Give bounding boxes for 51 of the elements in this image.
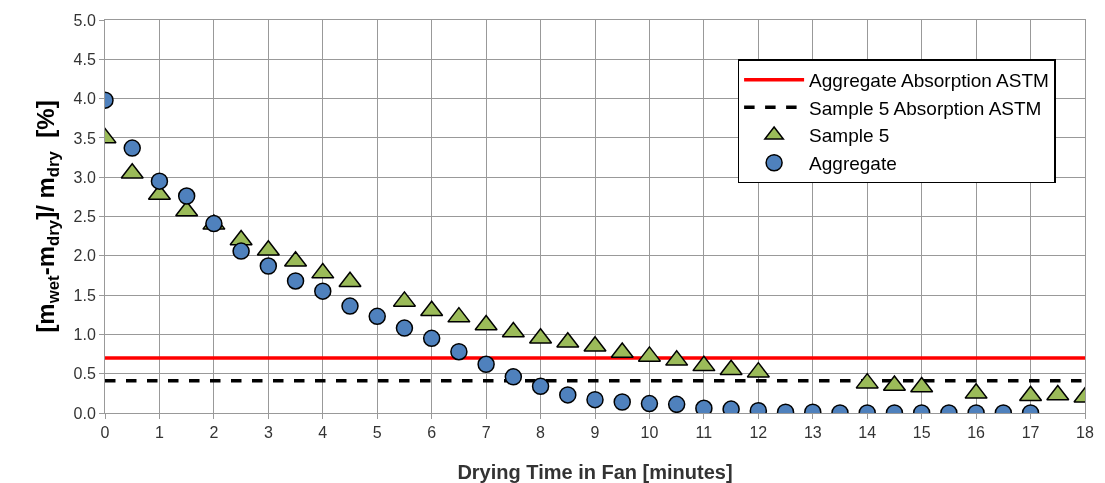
x-tick-label: 1: [154, 424, 164, 442]
legend-label: Aggregate Absorption ASTM: [809, 70, 1049, 92]
point: [286, 272, 305, 290]
x-tick-label: 15: [912, 424, 931, 442]
x-axis-title: Drying Time in Fan [minutes]: [457, 461, 733, 483]
y-tick-label: 3.5: [73, 129, 96, 147]
x-tick-label: 6: [427, 424, 437, 442]
point: [177, 187, 196, 205]
x-tick-label: 14: [858, 424, 877, 442]
x-tick-label: 4: [318, 424, 328, 442]
legend-label: Sample 5: [809, 125, 890, 147]
y-tick-label: 0.5: [73, 365, 96, 383]
x-tick-label: 7: [481, 424, 491, 442]
x-tick-label: 9: [590, 424, 600, 442]
point: [232, 242, 250, 260]
x-tick-label: 2: [209, 424, 219, 442]
y-tick-label: 4.0: [73, 90, 96, 108]
y-tick-label: 2.5: [73, 208, 96, 226]
point: [314, 282, 332, 300]
point: [150, 172, 169, 190]
x-tick-label: 13: [803, 424, 822, 442]
x-tick-label: 3: [263, 424, 273, 442]
point: [474, 314, 498, 331]
legend-label: Aggregate: [809, 153, 897, 175]
point: [1046, 384, 1070, 401]
x-tick-label: 16: [967, 424, 986, 442]
y-tick-label: 4.5: [73, 50, 96, 68]
x-tick-label: 0: [100, 424, 110, 442]
point: [855, 372, 879, 389]
point: [338, 271, 362, 288]
point: [259, 257, 278, 275]
point: [123, 139, 141, 157]
point: [447, 306, 471, 323]
legend-label: Sample 5 Absorption ASTM: [809, 97, 1042, 119]
y-tick-label: 5.0: [73, 11, 96, 29]
x-tick-label: 11: [695, 424, 713, 442]
x-tick-label: 18: [1076, 424, 1094, 442]
y-tick-label: 1.0: [73, 326, 96, 343]
y-tick-label: 0.0: [73, 404, 96, 422]
x-tick-label: 12: [749, 424, 768, 442]
x-tick-label: 10: [640, 424, 659, 442]
point: [692, 355, 716, 372]
y-tick-label: 2.0: [73, 247, 96, 265]
point: [311, 262, 335, 279]
y-tick-label: 1.5: [73, 286, 96, 304]
x-tick-label: 5: [372, 424, 382, 442]
y-tick-label: 3.0: [73, 168, 96, 186]
x-tick-label: 8: [536, 424, 546, 442]
x-tick-label: 17: [1021, 424, 1040, 442]
point: [719, 359, 743, 376]
point: [583, 335, 607, 352]
